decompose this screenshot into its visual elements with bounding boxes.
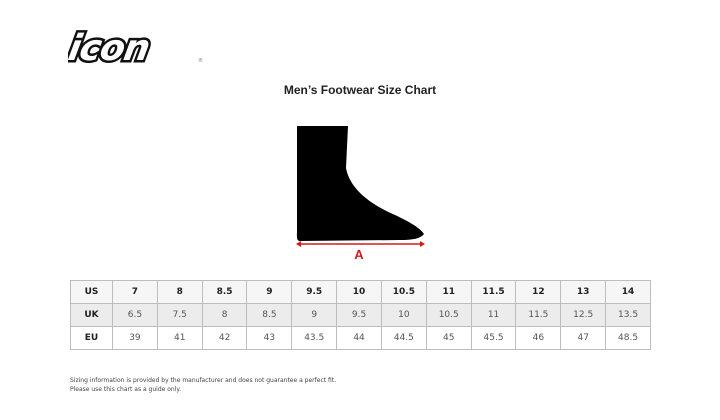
size-cell: 13 [560,280,607,304]
size-cell: 8 [156,280,203,304]
size-cell: 9 [246,280,293,304]
row-header: EU [70,326,113,350]
size-cell: 10 [336,280,382,304]
size-cell: 45.5 [470,326,517,350]
size-cell: 10.5 [380,280,427,304]
size-cell: 44 [336,326,382,350]
size-cell: 11 [425,280,472,304]
size-cell: 12 [515,280,562,304]
disclaimer: Sizing information is provided by the ma… [70,376,336,394]
svg-text:icon: icon [68,30,153,66]
size-cell: 8 [201,303,248,327]
size-cell: 7 [112,280,158,304]
size-cell: 9.5 [336,303,382,327]
size-cell: 43 [246,326,293,350]
foot-diagram: A [296,126,425,262]
size-cell: 39 [112,326,158,350]
size-cell: 10.5 [425,303,472,327]
table-row-uk: UK 6.5 7.5 8 8.5 9 9.5 10 10.5 11 11.5 12.5 13.5 [70,303,651,327]
row-header: UK [70,303,113,327]
size-cell: 47 [560,326,607,350]
size-cell: 13.5 [605,303,651,327]
foot-silhouette [296,126,424,241]
page-title: Men’s Footwear Size Chart [283,83,437,97]
size-cell: 9.5 [291,280,338,304]
svg-text:®: ® [198,57,203,64]
size-cell: 11 [470,303,517,327]
size-cell: 12.5 [560,303,607,327]
row-header: US [70,280,113,304]
size-cell: 42 [201,326,248,350]
size-cell: 11.5 [515,303,562,327]
size-cell: 6.5 [112,303,158,327]
size-table: US 7 8 8.5 9 9.5 10 10.5 11 11.5 12 13 14 UK 6.5 7.5 8 8.… [70,280,651,350]
size-cell: 8.5 [201,280,248,304]
measure-arrow [296,241,425,247]
size-cell: 48.5 [605,326,651,350]
size-cell: 11.5 [470,280,517,304]
measure-label: A [354,247,364,262]
size-cell: 10 [380,303,427,327]
size-cell: 45 [425,326,472,350]
size-cell: 14 [605,280,651,304]
size-cell: 9 [291,303,338,327]
size-cell: 43.5 [291,326,338,350]
size-cell: 7.5 [156,303,203,327]
disclaimer-line-1: Sizing information is provided by the ma… [70,377,337,384]
size-cell: 8.5 [246,303,293,327]
disclaimer-line-2: Please use this chart as a guide only. [70,386,181,393]
icon-logo: icon ® [68,30,203,66]
size-cell: 44.5 [380,326,427,350]
size-cell: 46 [515,326,562,350]
table-row-us: US 7 8 8.5 9 9.5 10 10.5 11 11.5 12 13 14 [70,280,651,304]
size-cell: 41 [156,326,203,350]
table-row-eu: EU 39 41 42 43 43.5 44 44.5 45 45.5 46 47 48.5 [70,326,651,350]
